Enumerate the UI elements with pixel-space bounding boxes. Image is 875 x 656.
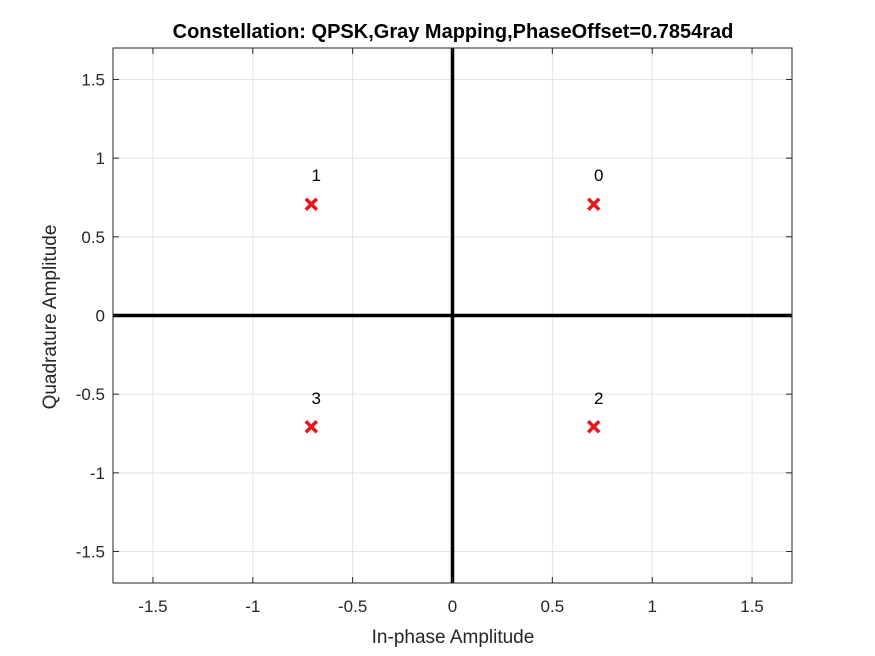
constellation-point: 0 [586, 166, 603, 211]
x-tick-label: 0.5 [541, 597, 565, 616]
x-tick-label: 1.5 [740, 597, 764, 616]
chart-title: Constellation: QPSK,Gray Mapping,PhaseOf… [173, 21, 734, 43]
x-axis-label: In-phase Amplitude [372, 627, 535, 648]
y-tick-label: 1.5 [81, 70, 105, 89]
x-tick-label: 1 [647, 597, 656, 616]
y-tick-label: -1.5 [76, 543, 105, 562]
symbol-label: 3 [312, 389, 321, 408]
y-tick-label: 0 [96, 307, 105, 326]
constellation-points: 0 1 2 3 [304, 166, 603, 434]
x-marker [304, 420, 319, 434]
constellation-point: 1 [304, 166, 321, 211]
y-axis-label: Quadrature Amplitude [40, 225, 61, 410]
zero-axis-lines [113, 48, 792, 583]
x-marker [586, 197, 601, 211]
x-tick-label: 0 [448, 597, 457, 616]
symbol-label: 1 [312, 166, 321, 185]
x-tick-label: -0.5 [338, 597, 367, 616]
y-tick-label: 1 [96, 149, 105, 168]
y-tick-label: -0.5 [76, 385, 105, 404]
x-marker [304, 197, 319, 211]
y-tick-label: 0.5 [81, 228, 105, 247]
x-marker [586, 420, 601, 434]
symbol-label: 2 [594, 389, 603, 408]
x-tick-label: -1 [245, 597, 260, 616]
constellation-point: 3 [304, 389, 321, 434]
tick-labels: -1.5 -1 -0.5 0 0.5 1 1.5 -1.5 -1 -0.5 0 0.5 1 1.5 [76, 48, 792, 616]
symbol-label: 0 [594, 166, 603, 185]
x-tick-label: -1.5 [138, 597, 167, 616]
y-tick-label: -1 [90, 464, 105, 483]
constellation-point: 2 [586, 389, 603, 434]
